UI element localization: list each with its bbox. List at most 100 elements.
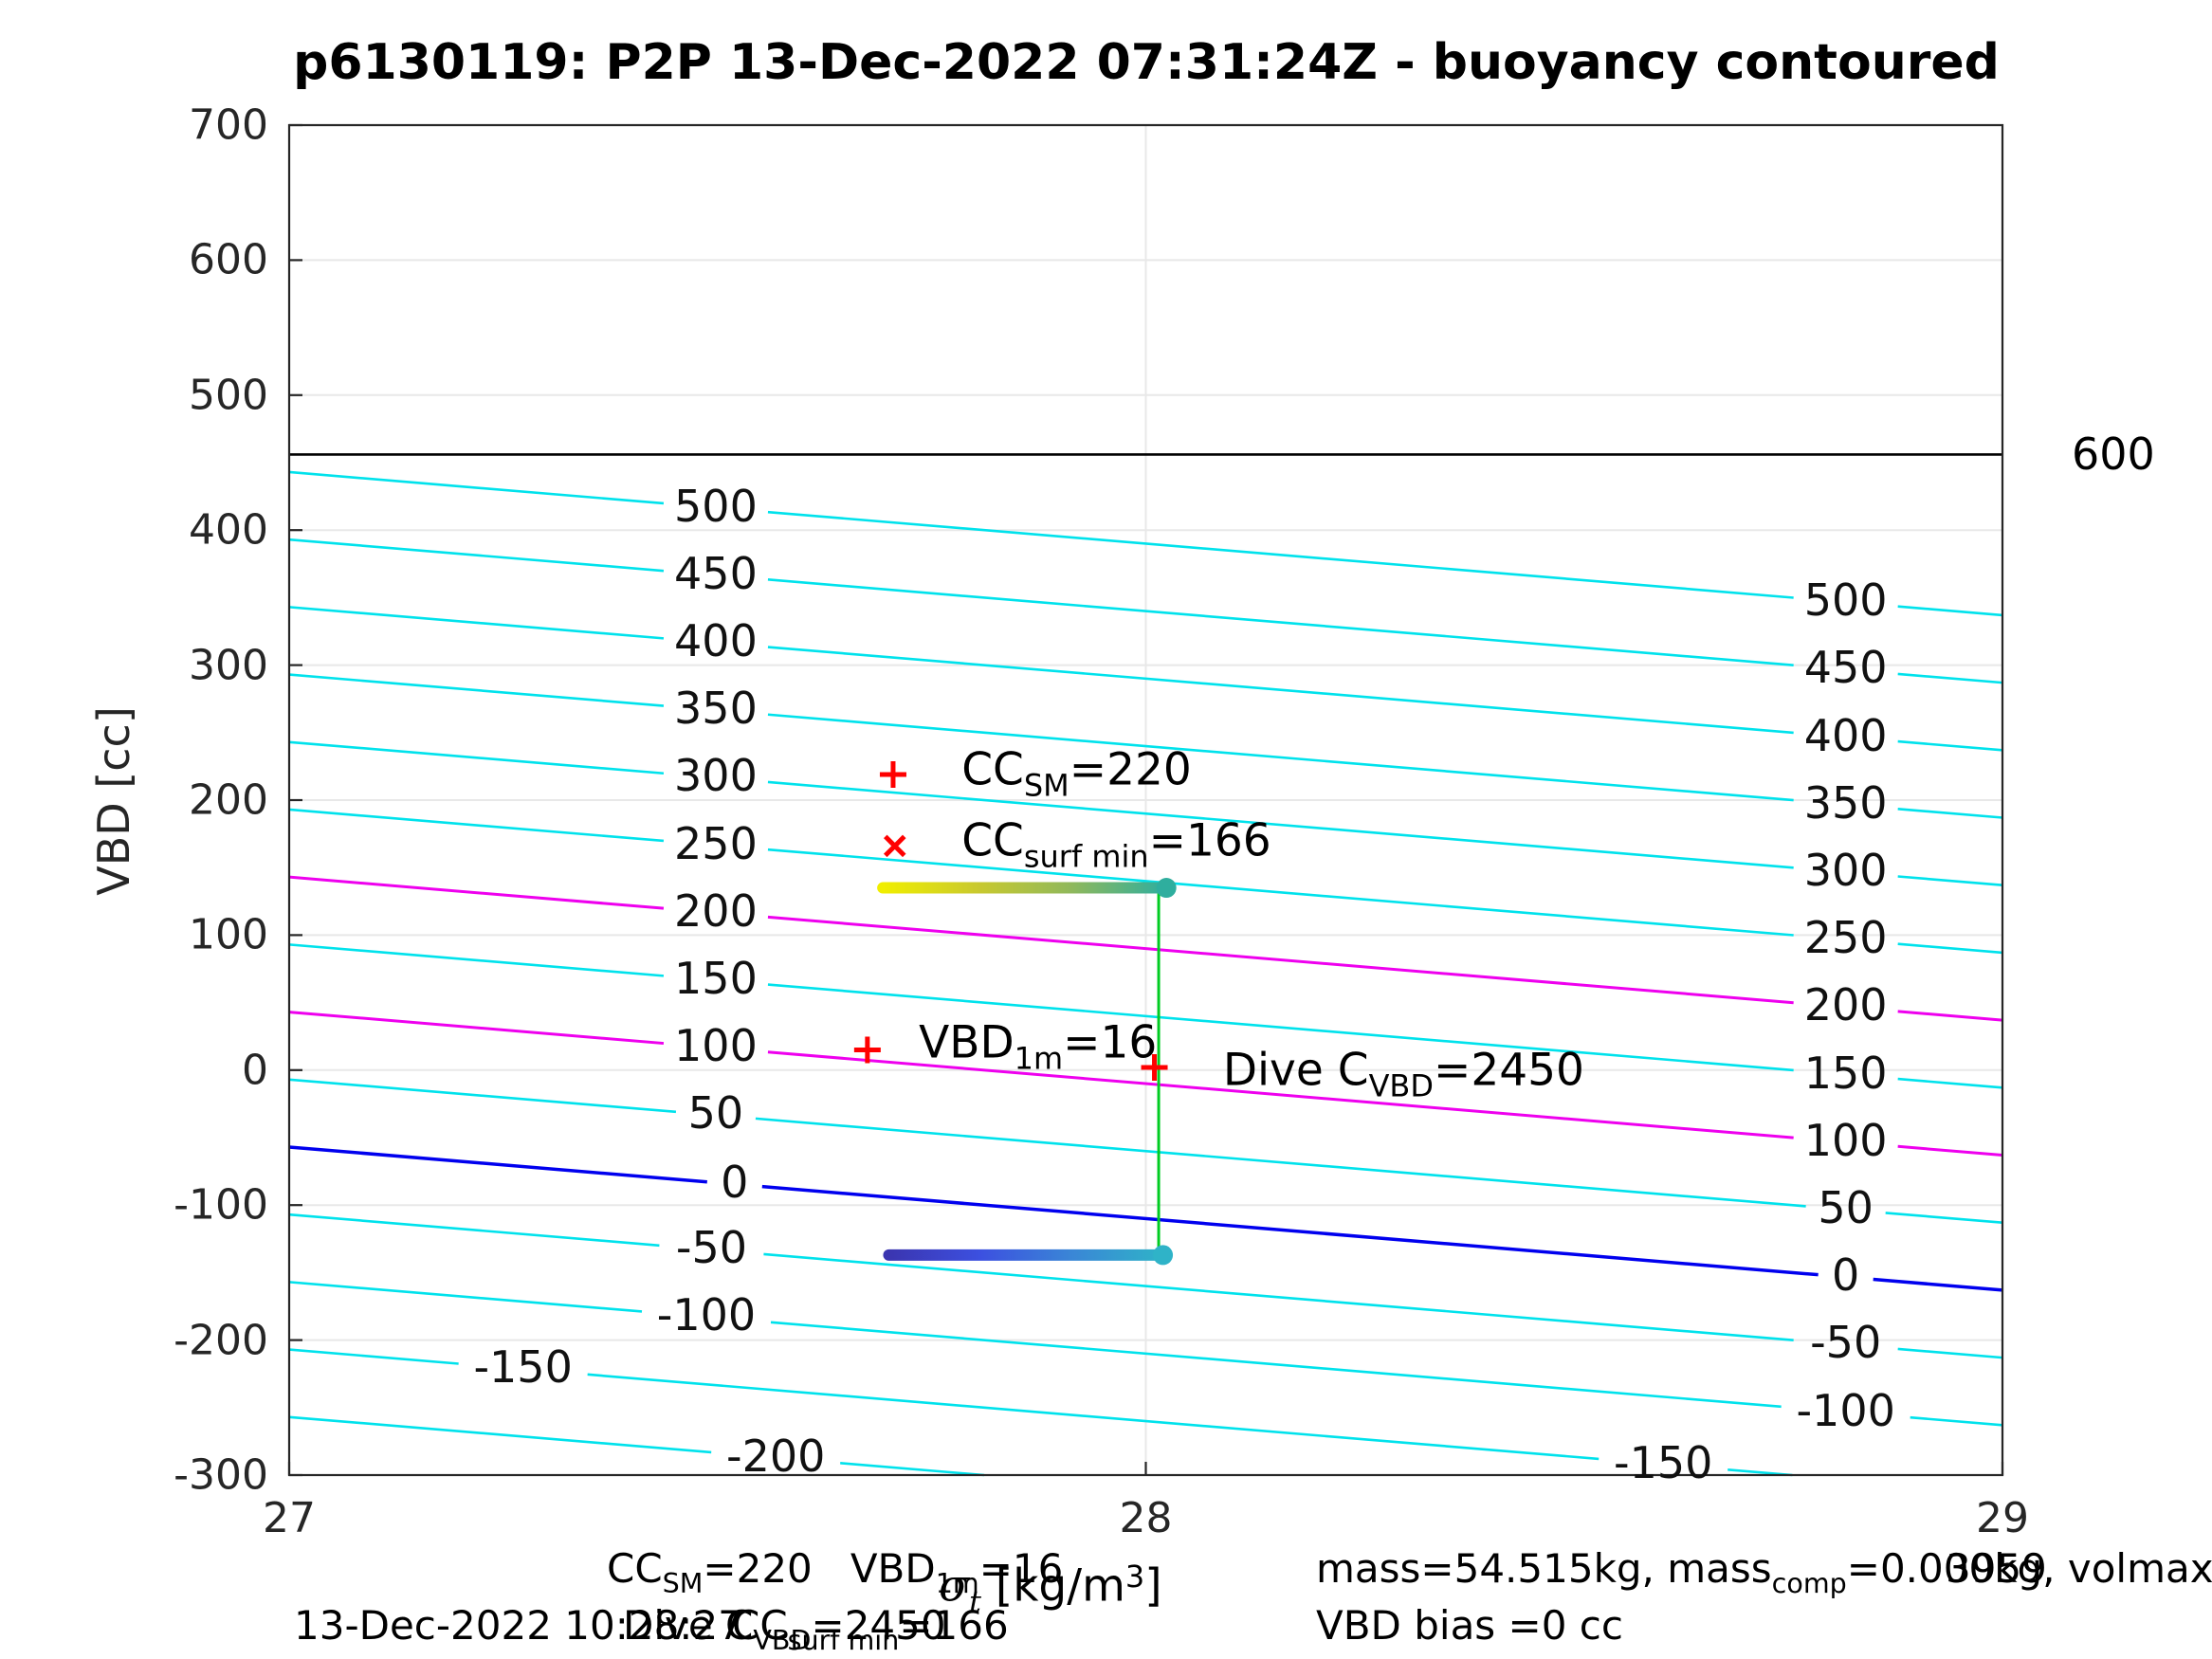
- contour-label--50: -50: [675, 1222, 747, 1274]
- text-segment: SM: [662, 1566, 704, 1599]
- text-segment: =2450: [1433, 1044, 1584, 1097]
- text-segment: =16: [978, 1545, 1064, 1592]
- y-tick-label: -100: [174, 1180, 268, 1230]
- y-tick-label: -200: [174, 1316, 268, 1365]
- footer-mass: mass=54.515kg, masscomp=0.000kg, volmax: [1316, 1549, 2212, 1599]
- text-segment: =0.000kg, volmax: [1846, 1545, 2212, 1592]
- footer-timestamp: 13-Dec-2022 10:28:27: [294, 1606, 743, 1646]
- contour-line-50: [755, 1117, 1806, 1208]
- contour-line-150: [767, 983, 1794, 1072]
- contour-label-200: 200: [1803, 979, 1888, 1031]
- contour-line-450: [288, 538, 665, 573]
- contour-line-150: [288, 943, 665, 977]
- contour-line-450: [767, 578, 1794, 667]
- text-segment: [kg/m: [980, 1559, 1125, 1613]
- contour-label-450: 450: [1803, 642, 1888, 694]
- text-segment: 3: [1124, 1559, 1145, 1595]
- contour-line--100: [288, 1281, 643, 1313]
- contour-line-0: [288, 1145, 707, 1184]
- text-segment: =166: [1148, 814, 1271, 867]
- text-segment: Dive C: [1222, 1044, 1369, 1097]
- text-segment: =16: [1063, 1016, 1158, 1069]
- footer-volmax-number: 3959: [1946, 1549, 2047, 1589]
- contour-line-50: [1885, 1212, 2003, 1225]
- contour-label-150: 150: [1803, 1047, 1888, 1099]
- x-tick-label: 27: [263, 1494, 316, 1542]
- vbd-1m-annotation: VBD1m=16: [919, 1020, 1157, 1074]
- contour-line-50: [288, 1078, 677, 1114]
- y-tick-label: 600: [189, 235, 268, 284]
- text-segment: σ: [939, 1559, 970, 1613]
- contour-line-300: [767, 780, 1794, 869]
- y-tick-label: 100: [189, 910, 268, 959]
- contour-label-300: 300: [674, 750, 758, 802]
- contour-label--100: -100: [656, 1289, 757, 1341]
- dive-cvbd-annotation: Dive CVBD=2450: [1223, 1048, 1584, 1103]
- text-segment: CC: [732, 1602, 788, 1649]
- text-segment: =220: [1069, 743, 1192, 796]
- contour-line-100: [288, 1011, 665, 1046]
- text-segment: SM: [1023, 767, 1069, 804]
- dive-drift-end-dot: [1153, 1245, 1174, 1266]
- contour-line--150: [587, 1373, 1600, 1461]
- cross-marker: [884, 834, 906, 858]
- contour-line-250: [288, 808, 665, 843]
- figure-title: p6130119: P2P 13-Dec-2022 07:31:24Z - bu…: [293, 34, 2000, 91]
- contour-line--100: [1910, 1415, 2003, 1427]
- contour-label--100: -100: [1796, 1384, 1895, 1436]
- contour-label-250: 250: [674, 817, 758, 869]
- text-segment: 13-Dec-2022 10:28:27: [294, 1602, 743, 1649]
- y-tick-label: 0: [242, 1046, 268, 1095]
- contour-label-500: 500: [1803, 574, 1888, 627]
- contour-label-50: 50: [687, 1087, 744, 1139]
- text-segment: =166: [899, 1602, 1009, 1649]
- reference-line-label: 600: [2072, 428, 2155, 481]
- contour-label-0: 0: [1832, 1249, 1860, 1302]
- contour-label-300: 300: [1803, 845, 1888, 897]
- contour-line-300: [288, 740, 665, 775]
- x-axis-label: σt [kg/m3]: [939, 1559, 1162, 1620]
- text-segment: ]: [1144, 1559, 1162, 1613]
- plus-marker: [879, 760, 906, 788]
- contour-line-0: [761, 1184, 1819, 1277]
- text-segment: CC: [961, 743, 1024, 796]
- text-segment: comp: [1771, 1566, 1847, 1599]
- text-segment: CC: [607, 1545, 663, 1592]
- text-segment: =220 VBD: [703, 1545, 936, 1592]
- text-segment: VBD: [1368, 1068, 1434, 1105]
- text-segment: surf min: [1023, 839, 1149, 875]
- surface-drift-end-dot: [1156, 878, 1177, 899]
- contour-label-100: 100: [1803, 1114, 1888, 1166]
- contour-line-250: [767, 848, 1794, 937]
- contour-label--150: -150: [473, 1341, 573, 1394]
- cc-sm-annotation: CCSM=220: [961, 747, 1192, 801]
- y-tick-label: -300: [174, 1450, 268, 1500]
- contour-line-350: [1897, 807, 2003, 819]
- text-segment: Dive C: [623, 1602, 754, 1649]
- text-segment: t: [969, 1583, 981, 1620]
- contour-line-500: [288, 470, 665, 505]
- contour-line-350: [767, 713, 1794, 802]
- contour-line-500: [767, 510, 1794, 599]
- contour-label-350: 350: [674, 683, 758, 735]
- contour-line-0: [1873, 1277, 2003, 1292]
- contour-label-350: 350: [1803, 776, 1888, 829]
- contour-label-150: 150: [674, 953, 758, 1005]
- contour-label-250: 250: [1803, 912, 1888, 964]
- contour-label-450: 450: [674, 547, 758, 599]
- text-segment: VBD: [753, 1623, 812, 1656]
- contour-line-400: [288, 606, 665, 640]
- text-segment: 1m: [1014, 1040, 1064, 1077]
- contour-line--150: [288, 1348, 459, 1365]
- y-tick-label: 200: [189, 775, 268, 825]
- contour-line--200: [840, 1462, 985, 1477]
- contour-line-450: [1897, 672, 2003, 684]
- x-tick-label: 28: [1119, 1494, 1173, 1542]
- contour-line--100: [770, 1321, 1782, 1409]
- cc-surfmin-annotation: CCsurf min=166: [961, 819, 1271, 873]
- contour-line-350: [288, 673, 665, 707]
- contour-label-100: 100: [674, 1020, 758, 1072]
- y-tick-label: 400: [189, 505, 268, 555]
